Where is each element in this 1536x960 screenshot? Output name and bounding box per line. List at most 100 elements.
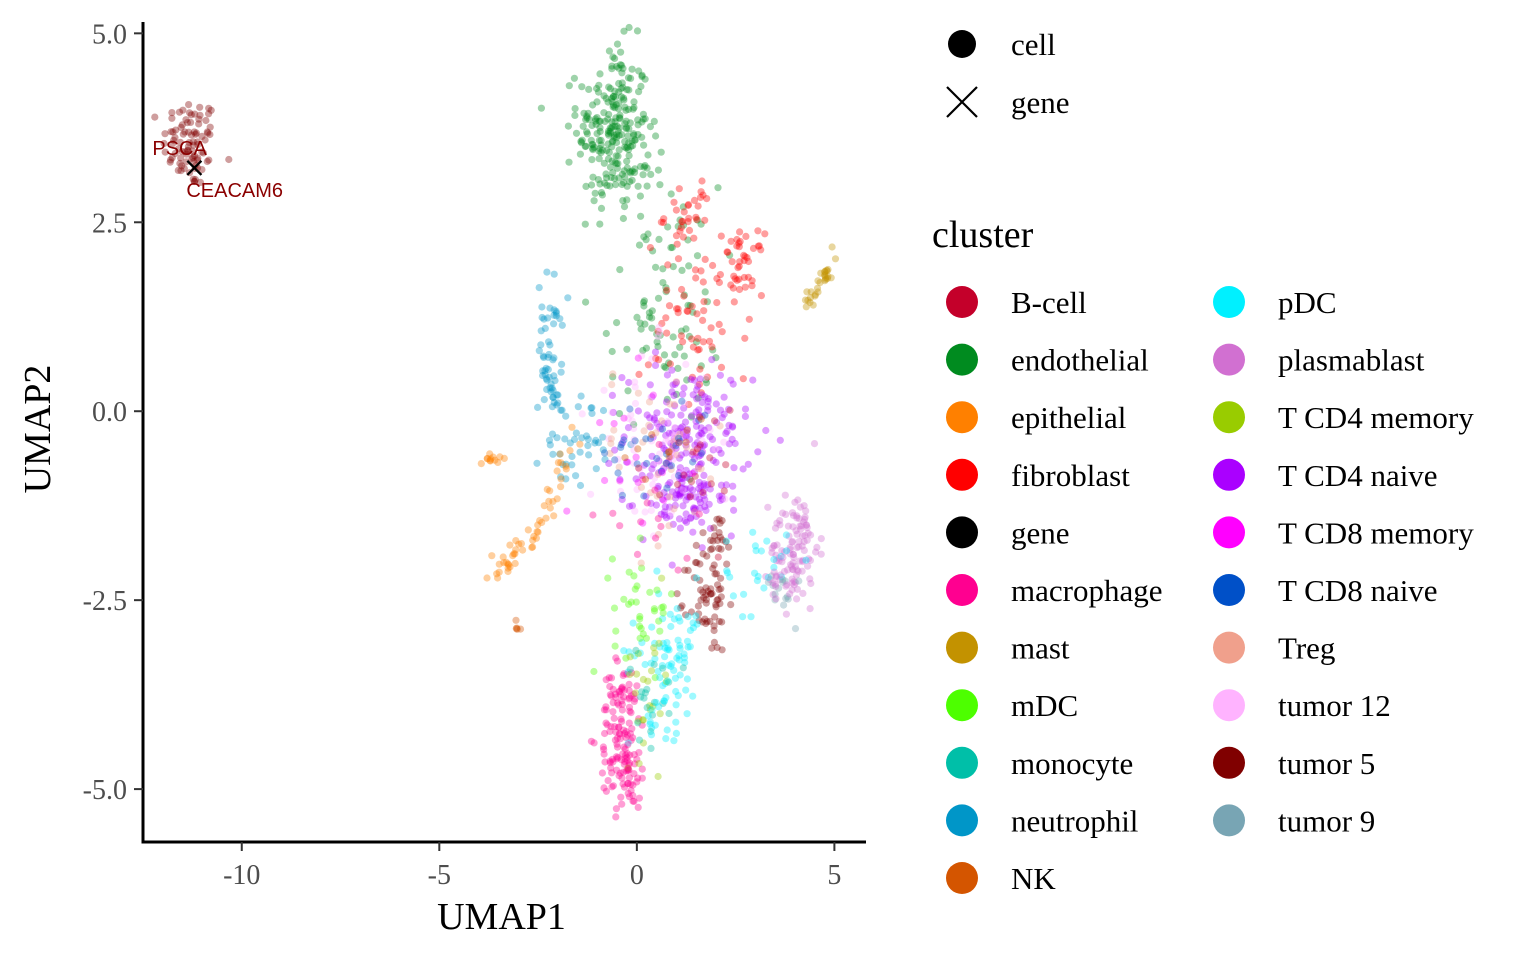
- cell-point: [821, 271, 829, 279]
- cell-point: [682, 510, 690, 518]
- cell-point: [665, 453, 673, 461]
- cell-point: [636, 649, 644, 657]
- cell-point: [667, 244, 675, 252]
- cell-point: [784, 566, 792, 574]
- cell-point: [618, 706, 627, 714]
- cell-point: [538, 518, 546, 527]
- cell-point: [647, 170, 655, 178]
- cell-point: [607, 124, 616, 132]
- cell-point: [671, 432, 679, 440]
- cell-point: [654, 484, 662, 492]
- cell-point: [549, 497, 557, 506]
- legend-cluster-swatch: [1213, 458, 1245, 491]
- cell-point: [661, 503, 669, 511]
- cell-point: [715, 278, 724, 287]
- cell-point: [694, 463, 703, 471]
- cell-point: [206, 130, 214, 139]
- cell-point: [627, 598, 635, 606]
- cell-point: [641, 689, 650, 697]
- cell-point: [683, 493, 692, 501]
- cell-point: [675, 614, 683, 622]
- cell-point: [609, 169, 617, 177]
- cell-point: [545, 373, 553, 381]
- cell-point: [619, 780, 627, 788]
- cell-point: [803, 536, 811, 544]
- cell-point: [713, 419, 721, 427]
- cell-point: [695, 495, 703, 503]
- cell-point: [630, 98, 638, 106]
- legend-cluster-label: tumor 12: [1278, 688, 1391, 723]
- cell-point: [654, 530, 663, 539]
- cell-point: [733, 276, 741, 284]
- cell-point: [649, 481, 657, 489]
- cell-point: [549, 393, 557, 402]
- cell-point: [803, 288, 811, 296]
- cell-point: [620, 433, 628, 441]
- cell-point: [562, 462, 570, 470]
- cell-point: [733, 235, 741, 244]
- cell-point: [672, 206, 681, 214]
- cell-point: [772, 582, 780, 591]
- cell-point: [655, 440, 663, 449]
- cell-point: [676, 216, 684, 224]
- cell-point: [659, 615, 667, 623]
- cell-point: [553, 434, 561, 442]
- cell-point: [625, 600, 633, 608]
- cell-point: [663, 371, 672, 379]
- cell-point: [588, 156, 596, 164]
- legend-cluster-label: tumor 9: [1278, 803, 1375, 838]
- cell-point: [601, 117, 609, 125]
- cell-point: [685, 470, 694, 478]
- cell-point: [622, 144, 630, 152]
- cell-point: [599, 433, 607, 441]
- legend-cell-swatch: [948, 30, 976, 58]
- cell-point: [735, 275, 743, 283]
- cell-point: [754, 448, 762, 456]
- cell-point: [626, 751, 634, 759]
- cell-point: [695, 406, 703, 414]
- cell-point: [596, 127, 604, 136]
- cell-point: [535, 347, 543, 355]
- cell-point: [599, 446, 607, 454]
- cell-point: [788, 579, 796, 587]
- cell-point: [679, 664, 687, 672]
- cell-point: [692, 417, 700, 425]
- x-tick-label: -10: [223, 860, 260, 891]
- cell-point: [678, 217, 686, 226]
- cell-point: [744, 460, 752, 468]
- cell-point: [611, 118, 619, 126]
- cell-point: [631, 760, 639, 768]
- cell-point: [541, 324, 549, 332]
- cell-point: [695, 484, 703, 493]
- cell-point: [628, 417, 636, 425]
- cell-point: [787, 561, 795, 569]
- cell-point: [655, 639, 663, 647]
- cell-point: [802, 521, 811, 529]
- cell-point: [665, 646, 673, 654]
- cell-point: [696, 576, 704, 584]
- cell-point: [668, 488, 677, 496]
- cell-point: [633, 550, 642, 559]
- cell-point: [678, 266, 686, 274]
- cell-point: [807, 288, 815, 296]
- cell-point: [605, 674, 613, 682]
- cell-point: [667, 508, 675, 516]
- cell-point: [654, 342, 662, 351]
- cell-point: [609, 373, 617, 381]
- cell-point: [609, 93, 617, 101]
- cell-point: [548, 430, 557, 438]
- cell-point: [692, 422, 701, 430]
- cell-point: [653, 338, 661, 346]
- cell-point: [744, 257, 753, 266]
- cell-point: [591, 115, 600, 123]
- cell-point: [701, 615, 709, 623]
- cell-point: [604, 98, 612, 106]
- cell-point: [689, 391, 697, 399]
- cell-point: [511, 550, 519, 558]
- cell-point: [672, 444, 680, 452]
- cell-point: [636, 634, 644, 642]
- cell-point: [563, 507, 571, 515]
- cell-point: [562, 465, 570, 473]
- cell-point: [201, 136, 209, 144]
- cell-point: [701, 288, 709, 296]
